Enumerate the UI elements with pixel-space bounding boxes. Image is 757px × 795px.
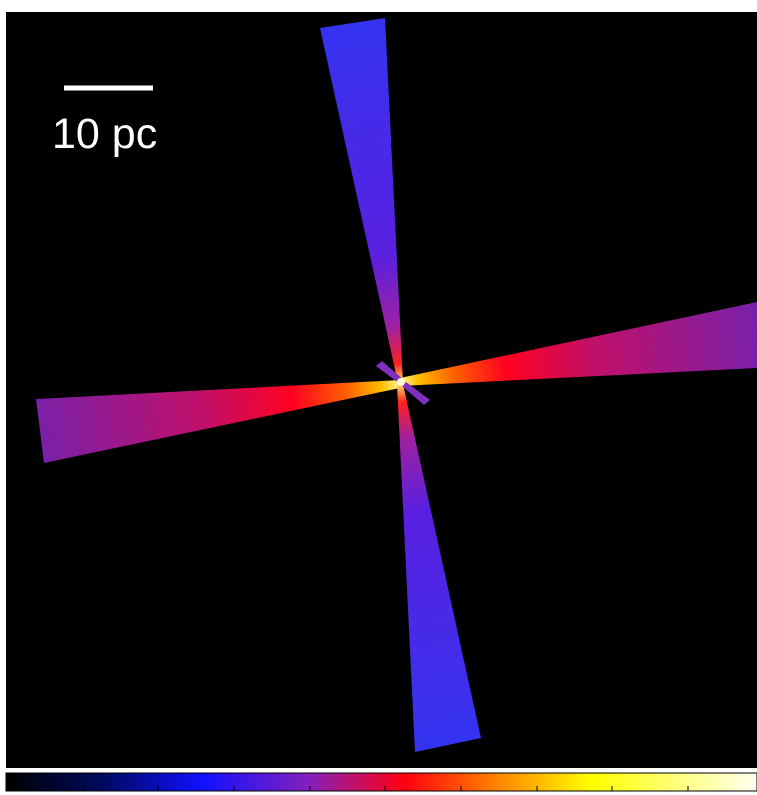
jet-right [400, 302, 757, 386]
colorbar-ticks [82, 786, 689, 791]
inner-lobe [402, 382, 430, 405]
jet-bottom [397, 384, 481, 752]
inner-lobe [376, 361, 404, 384]
colorbar [5, 772, 757, 792]
jet-left [36, 380, 400, 463]
scale-label: 10 pc [52, 110, 157, 158]
core [397, 378, 405, 386]
jet-top [320, 18, 403, 383]
